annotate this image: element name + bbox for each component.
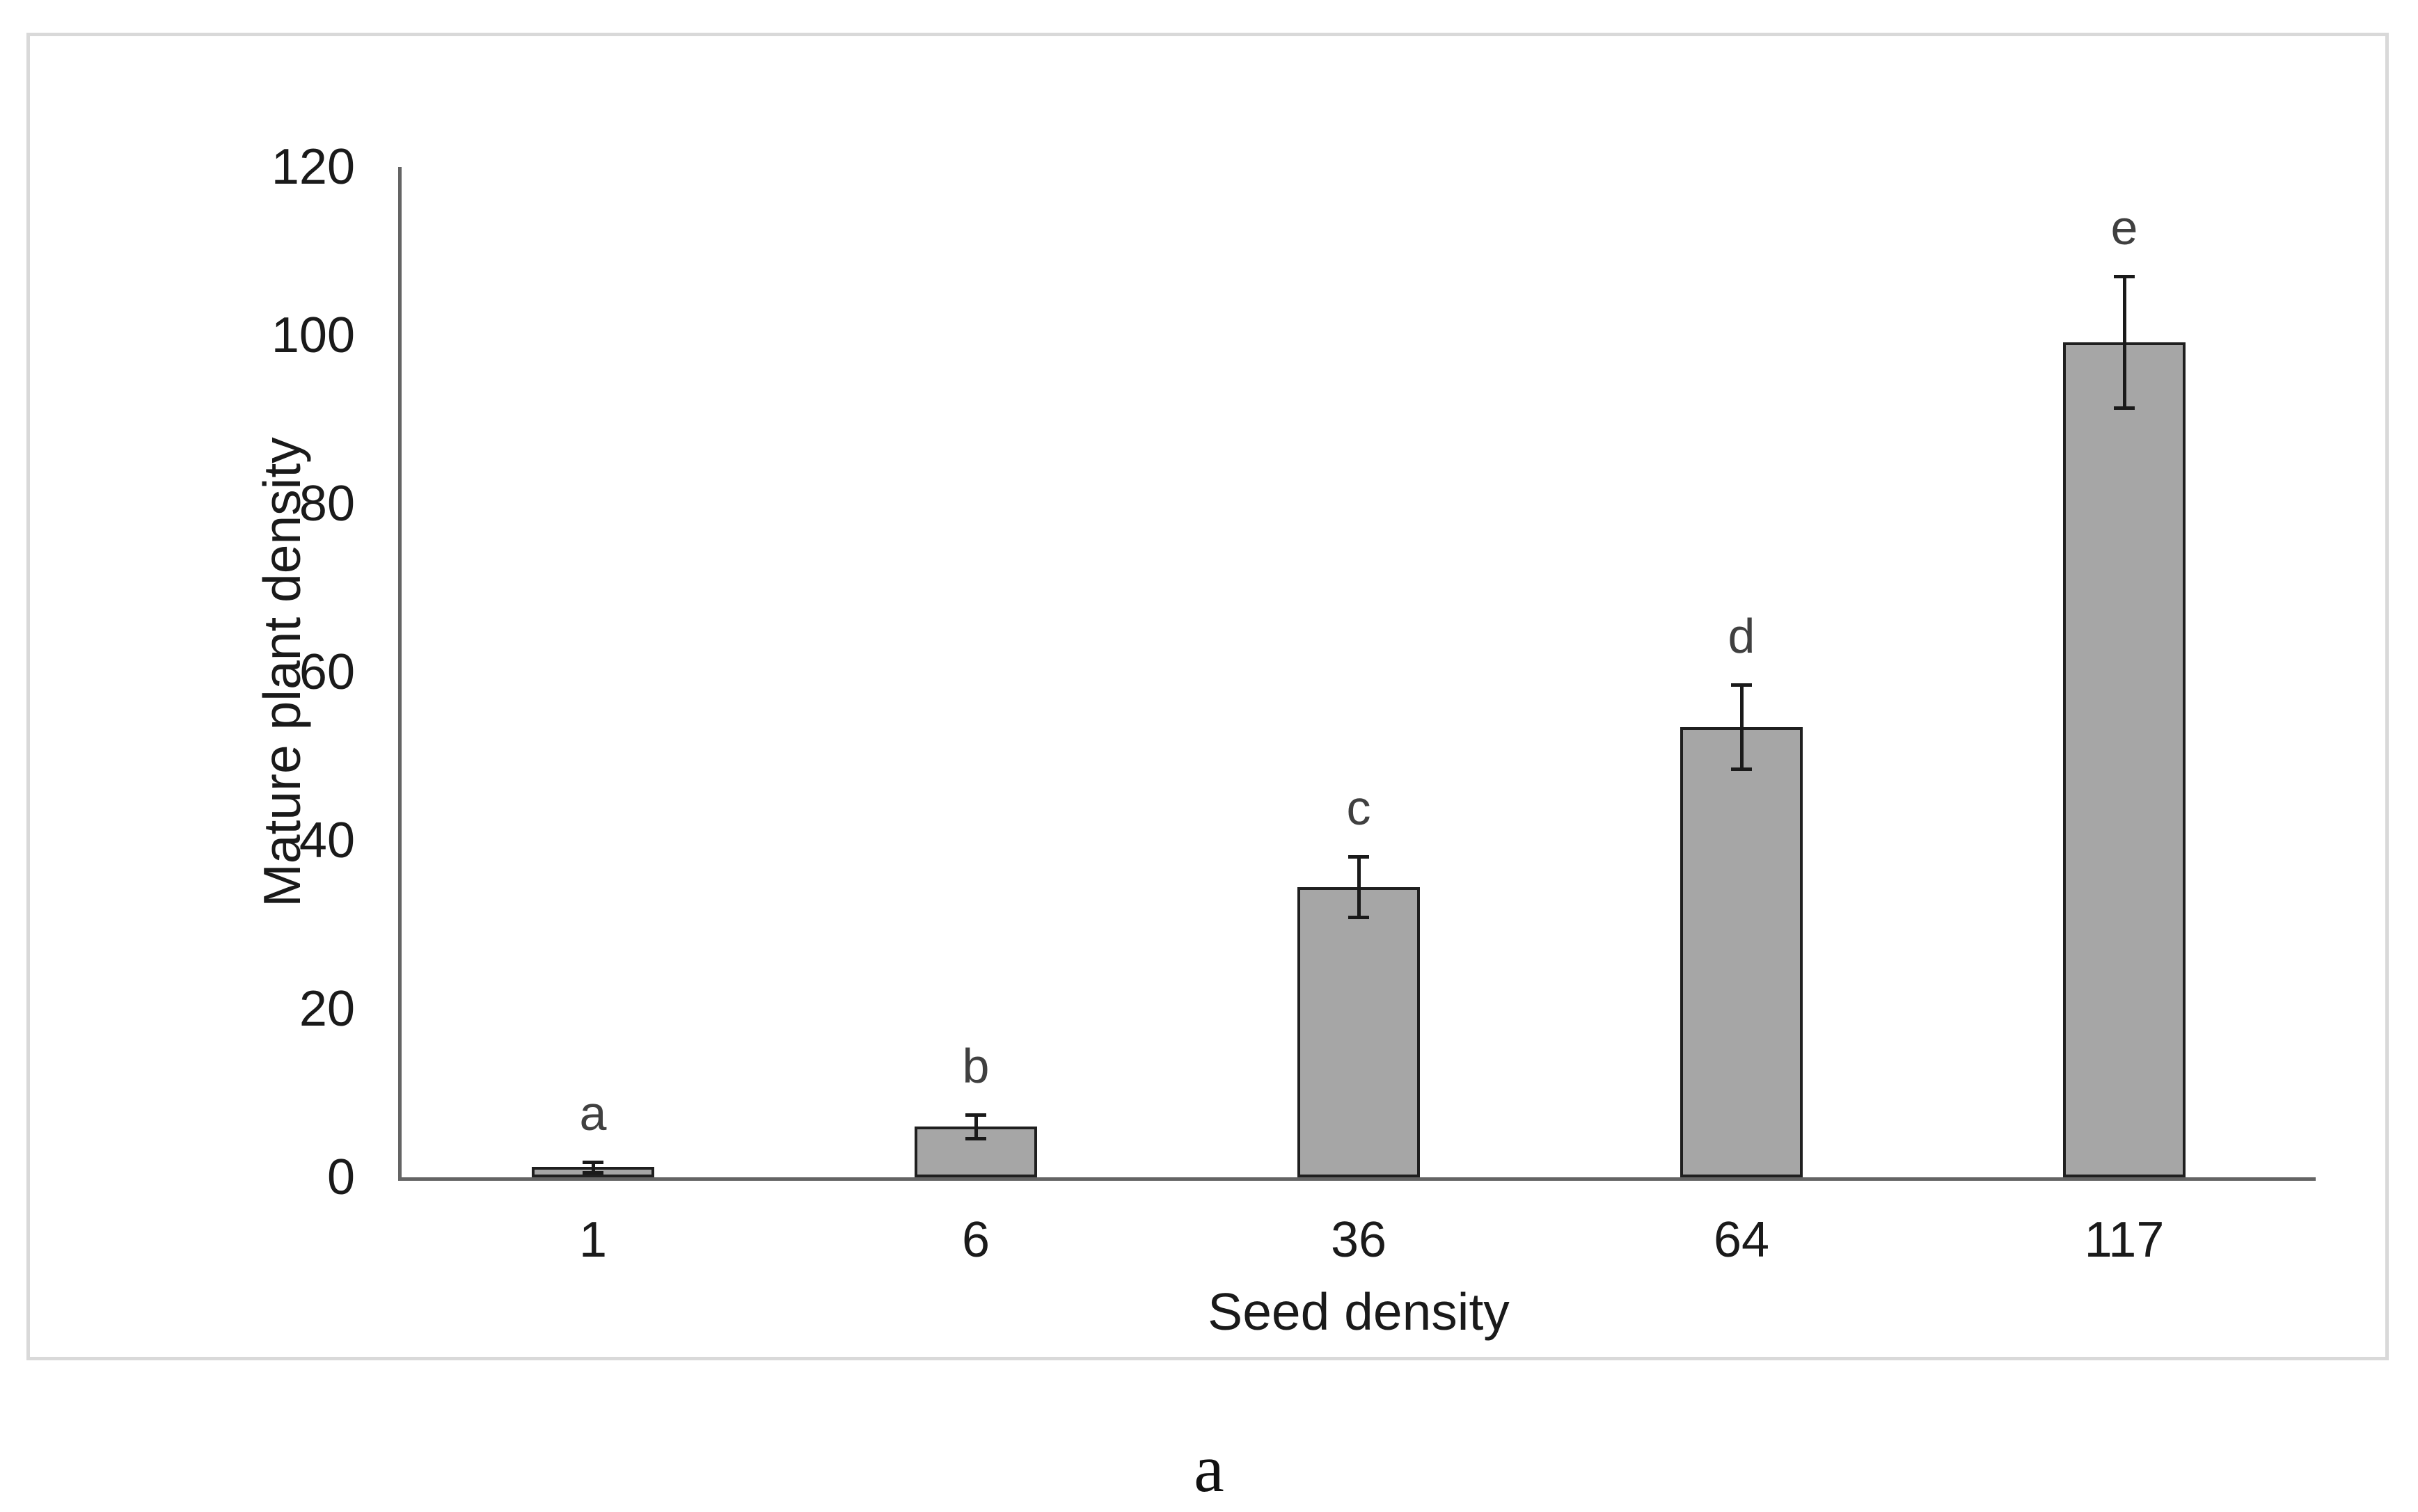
bar-letter-label: d xyxy=(1728,609,1755,663)
error-bar-bottom-cap xyxy=(1348,916,1369,919)
error-bar-top-cap xyxy=(1348,855,1369,859)
y-tick-label: 40 xyxy=(299,813,355,868)
error-bar xyxy=(2123,276,2126,408)
y-tick-label: 120 xyxy=(271,139,355,195)
bar xyxy=(1680,727,1803,1177)
y-tick-label: 20 xyxy=(299,981,355,1037)
x-tick-label: 1 xyxy=(578,1212,608,1268)
y-tick-label: 80 xyxy=(299,476,355,532)
error-bar xyxy=(974,1115,978,1138)
error-bar-bottom-cap xyxy=(965,1137,986,1140)
error-bar-bottom-cap xyxy=(1731,767,1752,771)
bar-letter-label: a xyxy=(579,1086,607,1140)
bar xyxy=(2063,342,2186,1177)
y-tick-label: 0 xyxy=(326,1149,355,1205)
x-axis-title: Seed density xyxy=(1208,1282,1510,1341)
x-tick-label: 117 xyxy=(2084,1212,2165,1268)
bar xyxy=(1297,887,1420,1177)
y-tick-label: 100 xyxy=(271,308,355,363)
error-bar-bottom-cap xyxy=(2114,406,2135,410)
error-bar-top-cap xyxy=(965,1113,986,1117)
bar-letter-label: c xyxy=(1346,781,1371,835)
plot-area: a b c d e xyxy=(398,167,2316,1181)
error-bar-bottom-cap xyxy=(583,1171,603,1175)
y-tick-label: 60 xyxy=(299,644,355,700)
x-tick-label: 6 xyxy=(961,1212,990,1268)
bar-letter-label: e xyxy=(2110,200,2138,255)
error-bar xyxy=(592,1162,595,1172)
x-tick-label: 64 xyxy=(1713,1212,1770,1268)
error-bar xyxy=(1357,857,1361,917)
error-bar xyxy=(1740,685,1744,769)
error-bar-top-cap xyxy=(1731,683,1752,687)
figure-caption: a xyxy=(1194,1431,1224,1506)
x-tick-label: 36 xyxy=(1330,1212,1387,1268)
error-bar-top-cap xyxy=(2114,275,2135,278)
bar-letter-label: b xyxy=(962,1039,990,1093)
error-bar-top-cap xyxy=(583,1161,603,1164)
